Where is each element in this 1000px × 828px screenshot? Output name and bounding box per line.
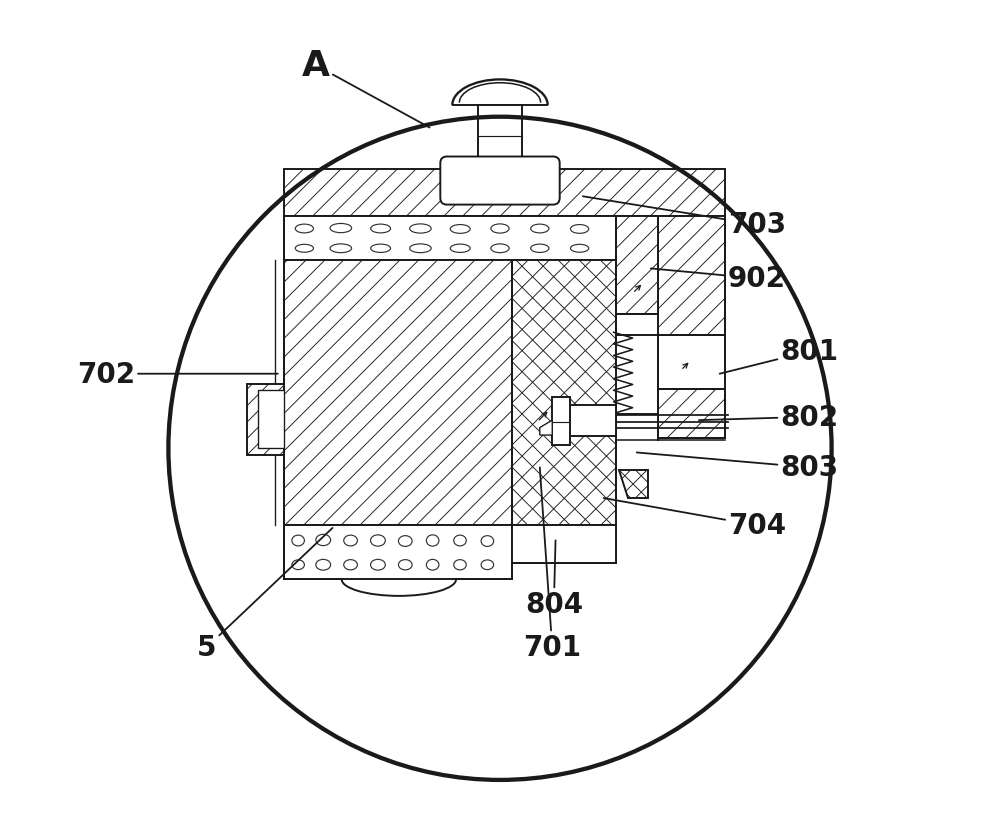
Text: 5: 5 <box>197 528 333 662</box>
Text: 803: 803 <box>637 453 838 482</box>
Bar <box>247 385 284 455</box>
Polygon shape <box>619 470 648 498</box>
Text: A: A <box>302 49 430 128</box>
Bar <box>616 217 658 315</box>
Bar <box>284 526 512 580</box>
Bar <box>284 217 616 261</box>
Text: 902: 902 <box>651 265 786 293</box>
Bar <box>284 170 725 217</box>
Bar <box>512 261 616 526</box>
Text: 703: 703 <box>583 197 786 239</box>
Text: 702: 702 <box>77 360 278 388</box>
Text: 801: 801 <box>720 338 838 374</box>
Bar <box>478 106 522 166</box>
Bar <box>258 391 284 449</box>
Bar <box>658 389 725 439</box>
Text: 704: 704 <box>604 498 786 540</box>
Circle shape <box>168 118 832 780</box>
Bar <box>552 397 570 445</box>
Bar <box>566 406 616 436</box>
Bar <box>512 526 616 563</box>
Bar <box>658 335 725 389</box>
Bar <box>658 217 725 335</box>
Bar <box>284 261 512 526</box>
Text: 804: 804 <box>525 541 583 619</box>
Text: 701: 701 <box>523 468 581 662</box>
Polygon shape <box>540 421 552 436</box>
Text: 802: 802 <box>699 403 838 431</box>
FancyBboxPatch shape <box>440 157 560 205</box>
